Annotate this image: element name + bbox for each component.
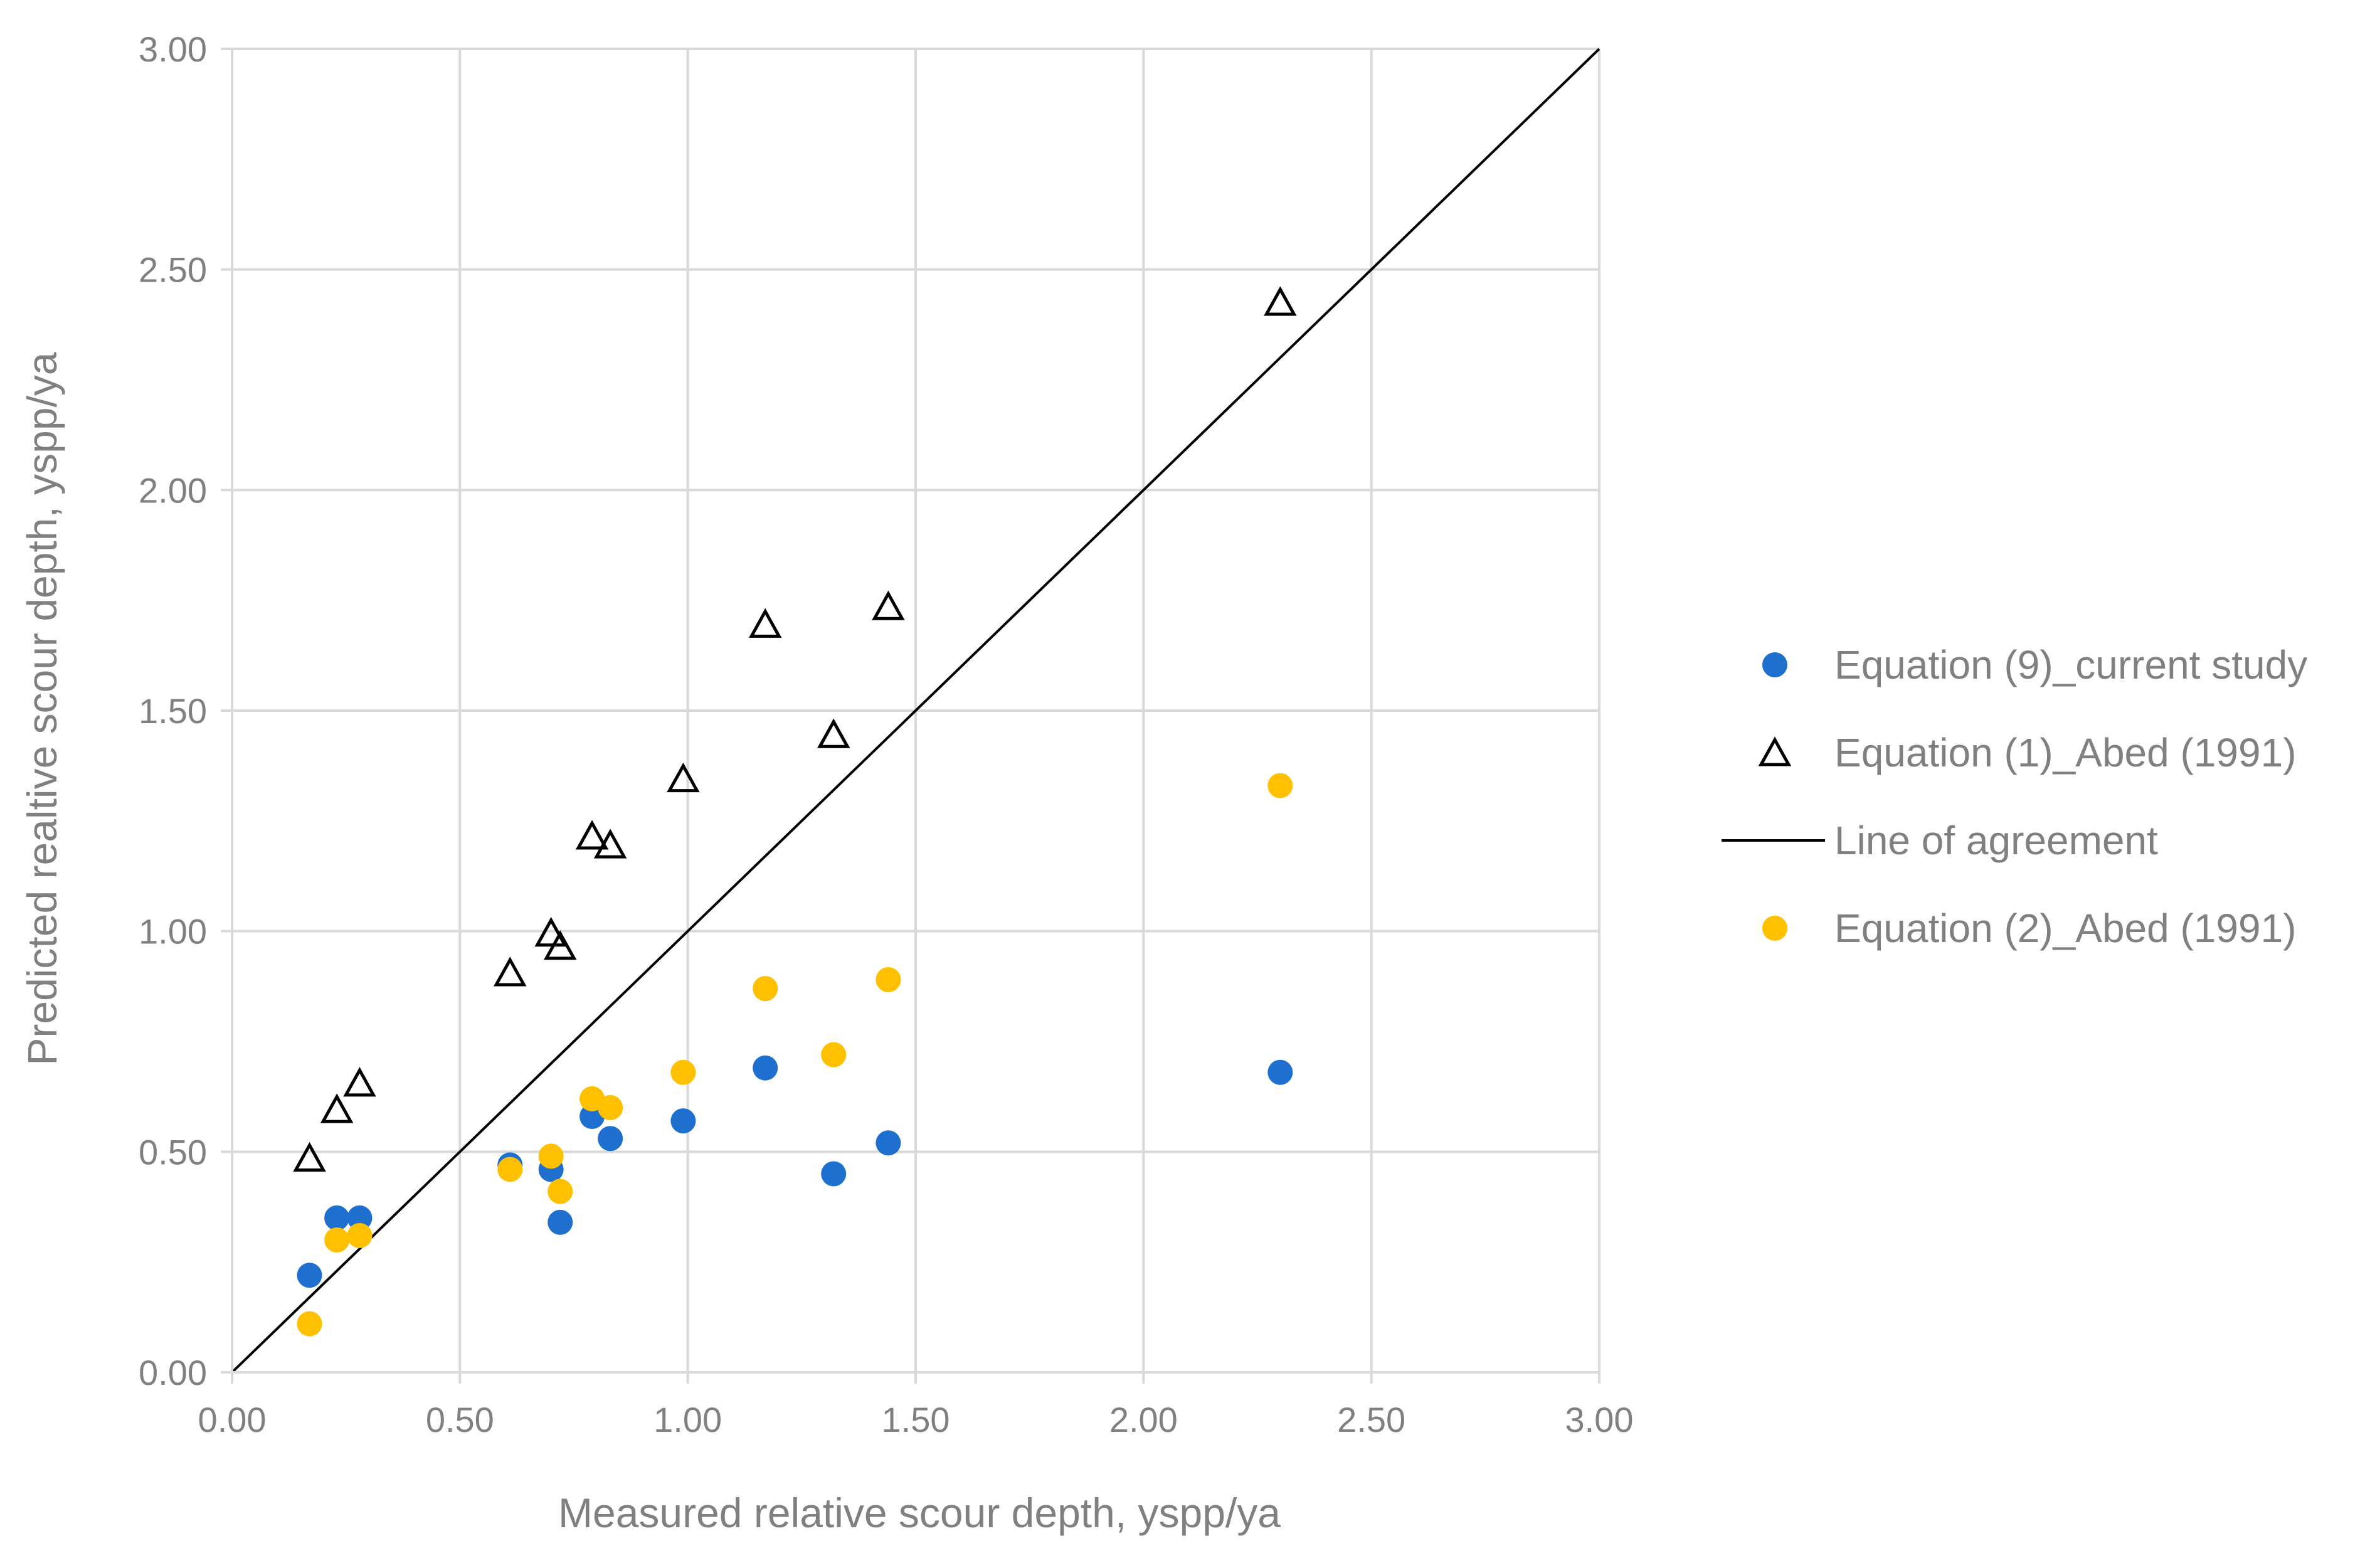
blue-circle-point [753, 1055, 778, 1081]
triangle-point [667, 762, 700, 793]
x-tick-label: 2.00 [1109, 1400, 1178, 1439]
y-tick-label: 0.00 [139, 1353, 207, 1392]
x-tick-label: 1.50 [882, 1400, 950, 1439]
x-tick-label: 3.00 [1565, 1400, 1634, 1439]
yellow-circle-point [297, 1311, 322, 1337]
y-tick-label: 0.50 [139, 1132, 207, 1172]
blue-circle-point [548, 1209, 573, 1235]
triangle-point [320, 1093, 354, 1123]
triangle-point [534, 917, 568, 947]
x-tick-label: 0.00 [198, 1400, 267, 1439]
triangle-point [748, 608, 782, 638]
data-points [293, 286, 1297, 1337]
blue-circle-point [876, 1130, 901, 1156]
yellow-circle-point [821, 1042, 847, 1067]
triangle-point [293, 1142, 326, 1172]
agreement-line-layer [231, 48, 1600, 1374]
yellow-circle-point [497, 1157, 523, 1182]
yellow-circle-point [670, 1059, 696, 1085]
x-tick-label: 1.00 [653, 1400, 722, 1439]
blue-circle-point [347, 1205, 373, 1231]
legend-label: Equation (9)_current study [1834, 642, 2307, 687]
y-tick-label: 1.50 [139, 691, 207, 731]
legend-label: Equation (1)_Abed (1991) [1834, 730, 2297, 775]
y-tick-label: 2.00 [139, 470, 207, 510]
yellow-circle-point [347, 1222, 373, 1248]
yellow-circle-point [538, 1143, 564, 1169]
triangle-point [575, 820, 609, 850]
legend-circle-symbol [1762, 916, 1787, 941]
triangle-point [543, 930, 577, 960]
x-tick-label: 2.50 [1337, 1400, 1405, 1439]
triangle-point [872, 590, 905, 620]
triangle-point [593, 829, 627, 859]
blue-circle-point [297, 1263, 322, 1288]
x-tick-label: 0.50 [426, 1400, 494, 1439]
y-tick-label: 3.00 [139, 29, 207, 69]
legend-label: Line of agreement [1834, 818, 2158, 863]
legend: Equation (9)_current study Equation (1)_A… [1722, 642, 2307, 951]
blue-circle-point [670, 1108, 696, 1134]
triangle-point [343, 1067, 376, 1097]
triangle-point [817, 718, 850, 748]
line-of-agreement [231, 48, 1600, 1374]
blue-circle-point [1267, 1059, 1293, 1085]
legend-label: Equation (2)_Abed (1991) [1834, 906, 2297, 951]
yellow-circle-point [598, 1095, 623, 1120]
triangle-point [1264, 286, 1297, 316]
y-axis-title: Predicted realtive scour depth, yspp/ya [19, 352, 65, 1066]
yellow-circle-point [548, 1179, 573, 1204]
yellow-circle-point [324, 1227, 350, 1253]
blue-circle-point [821, 1161, 847, 1187]
triangle-point [494, 956, 527, 987]
yellow-circle-point [753, 976, 778, 1002]
yellow-circle-point [876, 967, 901, 993]
legend-triangle-symbol [1758, 736, 1792, 766]
blue-circle-point [324, 1205, 350, 1231]
x-axis-title: Measured relative scour depth, yspp/ya [558, 1490, 1281, 1536]
x-tick-labels: 0.00 0.50 1.00 1.50 2.00 2.50 3.00 [198, 1400, 1634, 1439]
y-tick-label: 1.00 [139, 912, 207, 951]
legend-circle-symbol [1762, 652, 1787, 677]
y-tick-label: 2.50 [139, 250, 207, 290]
axes [221, 48, 1600, 1384]
blue-circle-point [598, 1126, 623, 1152]
y-tick-labels: 0.00 0.50 1.00 1.50 2.00 2.50 3.00 [139, 29, 207, 1392]
yellow-circle-point [1267, 773, 1293, 798]
